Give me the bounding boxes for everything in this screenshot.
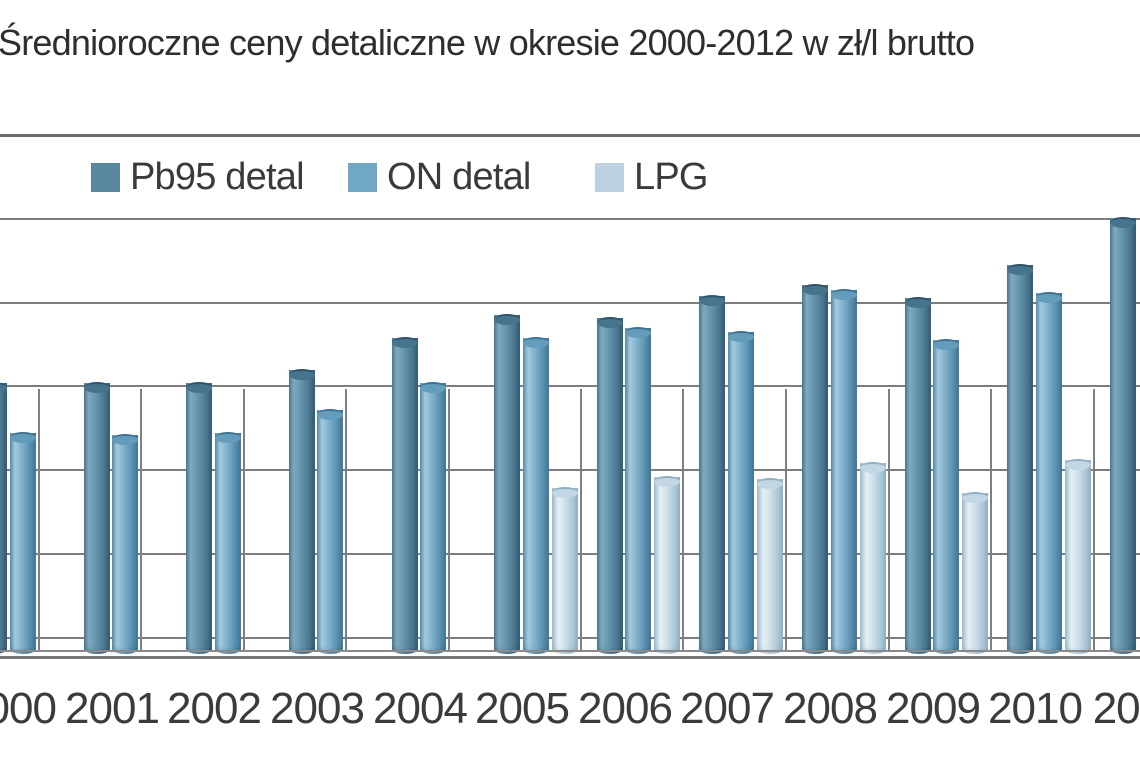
bar-lpg-2005 xyxy=(552,487,578,654)
bar-pb95-2011 xyxy=(1110,217,1136,654)
bar-lpg-2007 xyxy=(757,478,783,654)
bar-pb95-2008 xyxy=(802,284,828,654)
legend-item-pb95: Pb95 detal xyxy=(91,154,305,200)
cylinder-top-cap xyxy=(1007,264,1033,275)
category-separator-line xyxy=(990,389,992,651)
cylinder-top-cap xyxy=(84,382,110,393)
bar-on-2006 xyxy=(625,327,651,654)
cylinder-top-cap xyxy=(289,369,315,380)
bar-pb95-2000 xyxy=(0,382,7,654)
category-separator-line xyxy=(580,389,582,651)
cylinder-top-cap xyxy=(699,295,725,306)
cylinder-top-cap xyxy=(654,476,680,487)
bar-pb95-2003 xyxy=(289,369,315,654)
axis-base-line-front xyxy=(0,656,1140,659)
cylinder-top-cap xyxy=(186,382,212,393)
category-separator-line xyxy=(38,389,40,651)
bar-on-2001 xyxy=(112,434,138,654)
x-axis-label-2006: 2006 xyxy=(578,684,673,733)
x-axis-label-2007: 2007 xyxy=(680,684,775,733)
bar-pb95-2001 xyxy=(84,382,110,654)
bar-pb95-2002 xyxy=(186,382,212,654)
bar-on-2002 xyxy=(215,432,241,654)
chart-title: Średnioroczne ceny detaliczne w okresie … xyxy=(0,22,975,63)
x-axis-label-2009: 2009 xyxy=(886,684,981,733)
legend-item-on: ON detal xyxy=(348,154,531,200)
category-separator-line xyxy=(448,389,450,651)
cylinder-top-cap xyxy=(802,284,828,295)
cylinder-top-cap xyxy=(933,339,959,350)
cylinder-top-cap xyxy=(420,382,446,393)
bar-lpg-2008 xyxy=(860,462,886,654)
axis-base-line-back xyxy=(0,650,1140,652)
legend-swatch-lpg xyxy=(595,163,624,192)
bar-lpg-2009 xyxy=(962,492,988,654)
cylinder-top-cap xyxy=(757,478,783,489)
bar-on-2000 xyxy=(10,432,36,654)
x-axis-label-2008: 2008 xyxy=(783,684,878,733)
bar-pb95-2005 xyxy=(494,314,520,654)
cylinder-top-cap xyxy=(1065,459,1091,470)
bar-on-2009 xyxy=(933,339,959,654)
bar-pb95-2010 xyxy=(1007,264,1033,654)
bar-pb95-2007 xyxy=(699,295,725,654)
cylinder-top-cap xyxy=(962,492,988,503)
cylinder-top-cap xyxy=(1110,217,1136,228)
legend-label-on: ON detal xyxy=(387,156,531,198)
bar-on-2003 xyxy=(317,409,343,654)
x-axis-label-2002: 2002 xyxy=(167,684,262,733)
x-axis-label-2001: 2001 xyxy=(65,684,160,733)
cylinder-top-cap xyxy=(317,409,343,420)
cylinder-top-cap xyxy=(831,289,857,300)
category-separator-line xyxy=(1093,389,1095,651)
category-separator-line xyxy=(785,389,787,651)
cylinder-top-cap xyxy=(523,337,549,348)
legend-swatch-on xyxy=(348,163,377,192)
x-axis-label-2003: 2003 xyxy=(270,684,365,733)
category-separator-line xyxy=(682,389,684,651)
bar-on-2010 xyxy=(1036,292,1062,654)
bar-on-2004 xyxy=(420,382,446,654)
cylinder-top-cap xyxy=(1036,292,1062,303)
cylinder-top-cap xyxy=(728,331,754,342)
x-axis-label-2004: 2004 xyxy=(373,684,468,733)
category-separator-line xyxy=(140,389,142,651)
bar-pb95-2006 xyxy=(597,317,623,654)
gridline xyxy=(0,385,1140,387)
x-axis-label-2005: 2005 xyxy=(475,684,570,733)
legend-label-pb95: Pb95 detal xyxy=(130,156,305,198)
cylinder-top-cap xyxy=(215,432,241,443)
cylinder-top-cap xyxy=(552,487,578,498)
bar-lpg-2006 xyxy=(654,476,680,654)
gridline xyxy=(0,218,1140,220)
bar-on-2007 xyxy=(728,331,754,654)
cylinder-top-cap xyxy=(625,327,651,338)
cylinder-top-cap xyxy=(905,297,931,308)
cylinder-top-cap xyxy=(860,462,886,473)
legend-swatch-pb95 xyxy=(91,163,120,192)
gridline xyxy=(0,469,1140,471)
x-axis-label-2010: 2010 xyxy=(988,684,1083,733)
legend-label-lpg: LPG xyxy=(634,156,708,198)
bar-pb95-2004 xyxy=(392,337,418,654)
category-separator-line xyxy=(345,389,347,651)
gridline xyxy=(0,134,1140,137)
category-separator-line xyxy=(243,389,245,651)
cylinder-top-cap xyxy=(392,337,418,348)
gridline xyxy=(0,302,1140,304)
cylinder-top-cap xyxy=(112,434,138,445)
legend-item-lpg: LPG xyxy=(595,154,708,200)
bar-pb95-2009 xyxy=(905,297,931,654)
bar-lpg-2010 xyxy=(1065,459,1091,654)
category-separator-line xyxy=(888,389,890,651)
x-axis-label-2000: 2000 xyxy=(0,684,57,733)
cylinder-top-cap xyxy=(0,382,7,393)
cylinder-top-cap xyxy=(10,432,36,443)
bar-on-2008 xyxy=(831,289,857,654)
cylinder-top-cap xyxy=(494,314,520,325)
x-axis-label-2011: 2011 xyxy=(1092,684,1140,733)
cylinder-top-cap xyxy=(597,317,623,328)
bar-on-2005 xyxy=(523,337,549,654)
